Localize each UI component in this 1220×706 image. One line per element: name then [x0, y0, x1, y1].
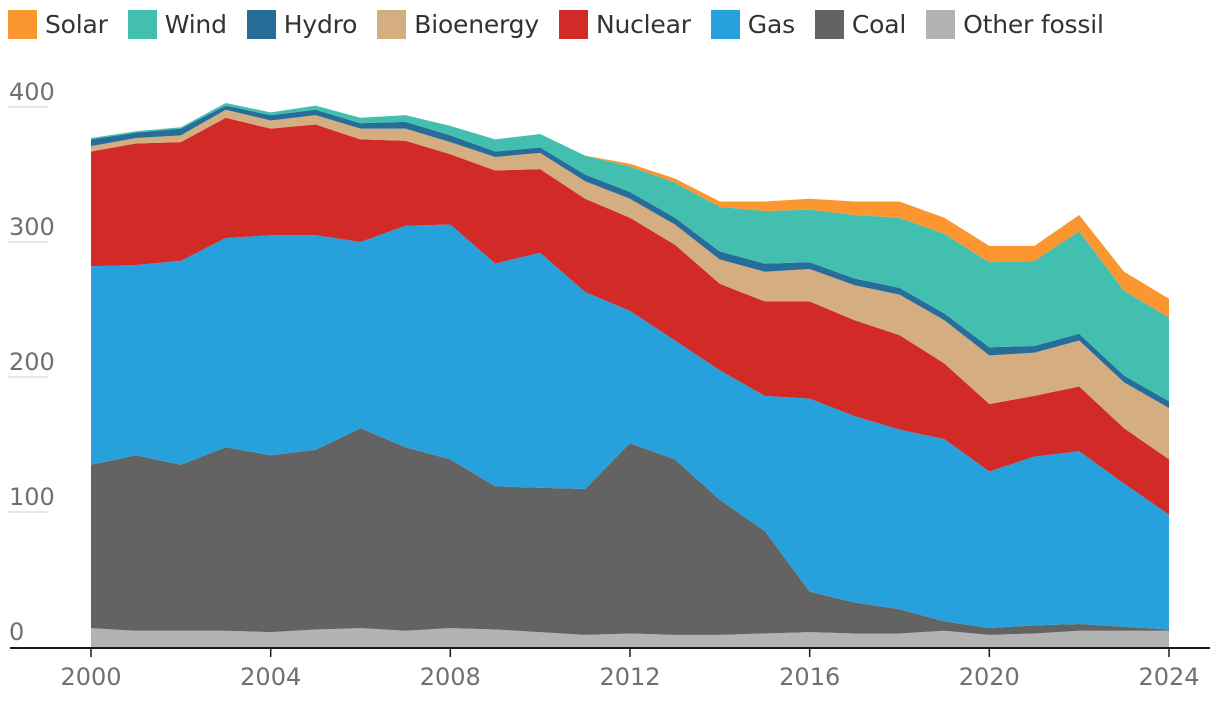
y-tick-label-300: 300 — [9, 213, 55, 241]
y-tick-label-0: 0 — [9, 618, 24, 646]
x-tick-label-2000: 2000 — [60, 663, 121, 691]
y-tick-label-100: 100 — [9, 483, 55, 511]
x-tick-label-2008: 2008 — [420, 663, 481, 691]
legend-item-other-fossil: Other fossil — [926, 10, 1104, 39]
legend-item-gas: Gas — [710, 10, 795, 39]
legend-label-nuclear: Nuclear — [595, 10, 691, 39]
x-axis: 2000 2004 2008 2012 2016 2020 2024 — [60, 648, 1200, 691]
legend-item-bioenergy: Bioenergy — [377, 10, 539, 39]
x-tick-label-2012: 2012 — [599, 663, 660, 691]
area-coal — [91, 428, 1169, 635]
area-gas — [91, 224, 1169, 630]
legend: Solar Wind Hydro Bioenergy Nuclear Gas Coal Oth… — [8, 10, 1124, 39]
area-other-fossil — [91, 628, 1169, 647]
legend-swatch-bioenergy — [377, 10, 407, 39]
legend-label-other-fossil: Other fossil — [963, 10, 1104, 39]
legend-label-bioenergy: Bioenergy — [414, 10, 539, 39]
legend-label-solar: Solar — [45, 10, 108, 39]
legend-label-gas: Gas — [747, 10, 795, 39]
legend-swatch-nuclear — [558, 10, 588, 39]
legend-swatch-hydro — [246, 10, 276, 39]
legend-swatch-coal — [814, 10, 844, 39]
area-wind — [91, 102, 1169, 402]
area-nuclear — [91, 117, 1169, 515]
y-tick-label-400: 400 — [9, 78, 55, 106]
legend-swatch-gas — [710, 10, 740, 39]
x-tick-label-2020: 2020 — [959, 663, 1020, 691]
legend-item-wind: Wind — [127, 10, 227, 39]
legend-label-hydro: Hydro — [283, 10, 358, 39]
y-axis: 0 100 200 300 400 — [8, 78, 55, 646]
legend-item-hydro: Hydro — [246, 10, 358, 39]
x-tick-label-2004: 2004 — [240, 663, 301, 691]
legend-swatch-wind — [127, 10, 157, 39]
legend-label-wind: Wind — [164, 10, 227, 39]
legend-item-nuclear: Nuclear — [558, 10, 691, 39]
legend-item-solar: Solar — [8, 10, 108, 39]
y-tick-label-200: 200 — [9, 348, 55, 376]
x-tick-label-2024: 2024 — [1138, 663, 1199, 691]
legend-swatch-solar — [8, 10, 37, 39]
legend-label-coal: Coal — [851, 10, 907, 39]
area-layers — [91, 102, 1169, 647]
legend-item-coal: Coal — [814, 10, 907, 39]
legend-swatch-other-fossil — [926, 10, 956, 39]
x-tick-label-2016: 2016 — [779, 663, 840, 691]
